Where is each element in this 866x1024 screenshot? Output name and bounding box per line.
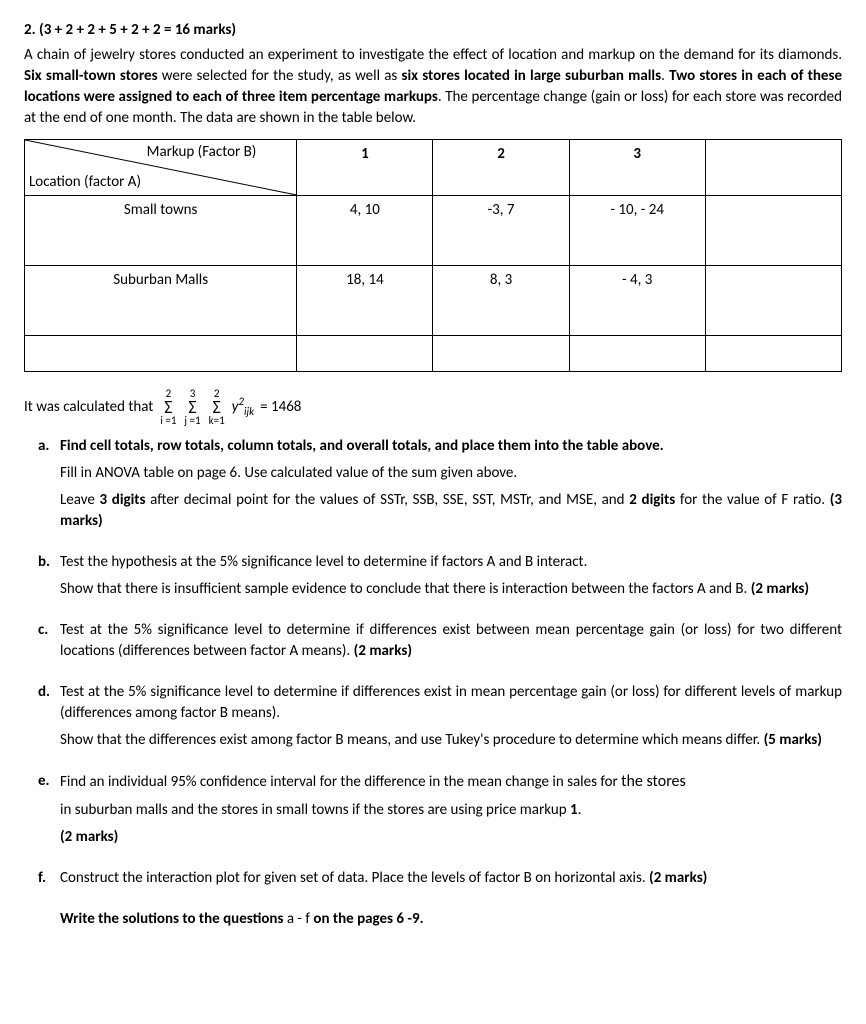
a-p3-b1: 3 digits [99, 491, 145, 509]
sigma-bot: k=1 [209, 415, 225, 426]
empty-cell [25, 336, 297, 372]
row-label-1: Small towns [25, 196, 297, 266]
final-b1: Write the solutions to the questions [60, 910, 287, 928]
final-b2: on the pages 6 -9. [310, 910, 424, 928]
b-p2-1: Show that there is insufficient sample e… [60, 580, 751, 598]
formula-line: It was calculated that 2 Σ i =1 3 Σ j =1… [24, 388, 842, 426]
d-p2-1: Show that the differences exist among fa… [60, 731, 764, 749]
col-header-2: 2 [433, 140, 569, 196]
location-factor-label: Location (factor A) [29, 172, 141, 193]
formula-eq: = 1468 [260, 397, 301, 418]
cell-1-2: -3, 7 [433, 196, 569, 266]
final-instruction: Write the solutions to the questions a -… [24, 909, 842, 930]
b-p2-b: (2 marks) [751, 580, 809, 598]
part-f: f. Construct the interaction plot for gi… [24, 868, 842, 895]
f-p1-b: (2 marks) [649, 869, 707, 887]
a-p3-3: for the value of F ratio. [675, 491, 829, 509]
col-header-empty [705, 140, 841, 196]
part-body-c: Test at the 5% significance level to det… [60, 620, 842, 668]
intro-bold-2: six stores located in large suburban mal… [401, 67, 661, 85]
markup-factor-label: Markup (Factor B) [147, 142, 257, 163]
y-sub: ijk [244, 405, 254, 418]
data-table: Markup (Factor B) Location (factor A) 1 … [24, 139, 842, 372]
formula-term: y2ijk [232, 394, 254, 419]
question-header: 2. (3 + 2 + 2 + 5 + 2 + 2 = 16 marks) [24, 20, 842, 41]
part-body-a: Find cell totals, row totals, column tot… [60, 436, 842, 538]
part-body-e: Find an individual 95% confidence interv… [60, 771, 842, 853]
b-p1: Test the hypothesis at the 5% significan… [60, 552, 842, 573]
col-header-1: 1 [297, 140, 433, 196]
intro-text-1: A chain of jewelry stores conducted an e… [24, 46, 842, 64]
a-p3-b2: 2 digits [629, 491, 675, 509]
sigma-icon: Σ [188, 399, 196, 415]
sigma-bot: i =1 [160, 415, 176, 426]
sigma-bot: j =1 [184, 415, 200, 426]
empty-cell [705, 336, 841, 372]
part-label-f: f. [38, 868, 60, 895]
e-p2-1: in suburban malls and the stores in smal… [60, 801, 570, 819]
e-p2-2: . [578, 801, 582, 819]
empty-cell [569, 336, 705, 372]
sigma-icon: Σ [212, 399, 220, 415]
a-p3-1: Leave [60, 491, 99, 509]
f-p1-1: Construct the interaction plot for given… [60, 869, 649, 887]
part-label-c: c. [38, 620, 60, 668]
a-p1: Find cell totals, row totals, column tot… [60, 437, 664, 455]
parts-container: a. Find cell totals, row totals, column … [24, 436, 842, 894]
intro-bold-1: Six small-town stores [24, 67, 158, 85]
intro-paragraph: A chain of jewelry stores conducted an e… [24, 45, 842, 129]
c-p1-b: (2 marks) [354, 642, 412, 660]
part-body-f: Construct the interaction plot for given… [60, 868, 842, 895]
part-d: d. Test at the 5% significance level to … [24, 682, 842, 757]
e-p1-1: Find an individual 95% confidence interv… [60, 773, 621, 791]
a-p3-2: after decimal point for the values of SS… [145, 491, 629, 509]
empty-cell [297, 336, 433, 372]
intro-text-2: were selected for the study, as well as [158, 67, 402, 85]
d-p1: Test at the 5% significance level to det… [60, 682, 842, 724]
part-label-a: a. [38, 436, 60, 538]
final-n: a - f [287, 910, 310, 928]
sigma-3: 2 Σ k=1 [209, 388, 225, 426]
sigma-2: 3 Σ j =1 [184, 388, 200, 426]
part-label-b: b. [38, 552, 60, 606]
a-p2: Fill in ANOVA table on page 6. Use calcu… [60, 463, 842, 484]
table-corner-cell: Markup (Factor B) Location (factor A) [25, 140, 297, 196]
d-p2-b: (5 marks) [764, 731, 822, 749]
part-a: a. Find cell totals, row totals, column … [24, 436, 842, 538]
cell-1-1: 4, 10 [297, 196, 433, 266]
part-label-e: e. [38, 771, 60, 853]
part-b: b. Test the hypothesis at the 5% signifi… [24, 552, 842, 606]
cell-2-empty [705, 266, 841, 336]
e-p3-b: (2 marks) [60, 828, 118, 846]
sigma-1: 2 Σ i =1 [160, 388, 176, 426]
row-label-2: Suburban Malls [25, 266, 297, 336]
cell-2-2: 8, 3 [433, 266, 569, 336]
e-p1-s: the stores [621, 772, 686, 791]
marks-breakdown: (3 + 2 + 2 + 5 + 2 + 2 = 16 marks) [39, 21, 236, 39]
cell-1-empty [705, 196, 841, 266]
c-p1-1: Test at the 5% significance level to det… [60, 621, 842, 660]
part-body-d: Test at the 5% significance level to det… [60, 682, 842, 757]
question-number: 2. [24, 21, 36, 39]
part-c: c. Test at the 5% significance level to … [24, 620, 842, 668]
col-header-3: 3 [569, 140, 705, 196]
part-label-d: d. [38, 682, 60, 757]
part-body-b: Test the hypothesis at the 5% significan… [60, 552, 842, 606]
sigma-icon: Σ [164, 399, 172, 415]
empty-cell [433, 336, 569, 372]
cell-2-3: - 4, 3 [569, 266, 705, 336]
formula-prefix: It was calculated that [24, 397, 153, 418]
e-p2-b1: 1 [570, 801, 578, 819]
intro-text-3: . [661, 67, 669, 85]
cell-1-3: - 10, - 24 [569, 196, 705, 266]
cell-2-1: 18, 14 [297, 266, 433, 336]
part-e: e. Find an individual 95% confidence int… [24, 771, 842, 853]
